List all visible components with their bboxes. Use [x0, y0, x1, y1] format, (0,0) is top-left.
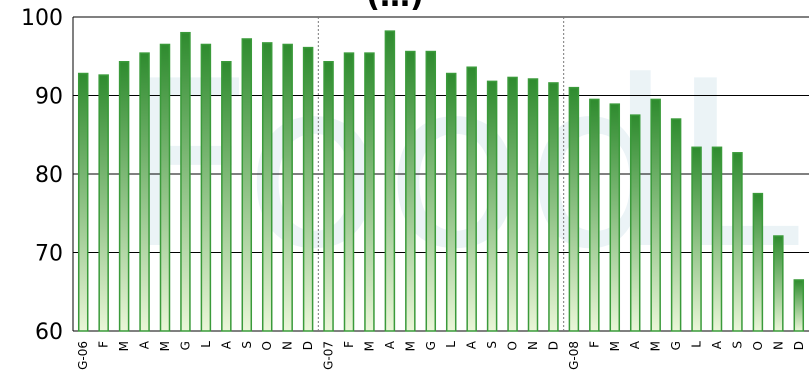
x-tick-label: A — [710, 340, 724, 349]
bar — [732, 152, 743, 332]
bar — [691, 146, 702, 332]
bar — [405, 50, 416, 332]
bar — [466, 66, 477, 332]
y-tick-label: 100 — [21, 6, 63, 31]
x-tick-label: M — [117, 341, 131, 351]
x-tick-label: O — [751, 341, 765, 350]
bar — [670, 118, 682, 332]
y-axis-ticks: 60 70 80 90 100 — [21, 6, 63, 345]
x-tick-label: M — [403, 341, 417, 351]
y-tick-label: 80 — [35, 163, 63, 188]
x-tick-label: S — [730, 341, 744, 349]
x-tick-label: G-08 — [567, 341, 581, 370]
x-tick-label: G-07 — [322, 341, 336, 370]
x-tick-label: D — [792, 341, 806, 350]
bar — [507, 76, 518, 332]
bar — [589, 98, 600, 332]
x-tick-label: M — [649, 341, 663, 351]
bar — [773, 235, 784, 332]
x-tick-label: G — [669, 341, 683, 350]
bar — [261, 42, 273, 332]
x-tick-label: S — [240, 341, 254, 349]
bar — [139, 52, 150, 332]
bar — [793, 279, 805, 332]
x-tick-label: A — [138, 340, 152, 349]
x-tick-label: G — [424, 341, 438, 350]
bar — [609, 103, 621, 332]
bar — [568, 86, 580, 332]
x-tick-label: N — [281, 341, 295, 350]
bar — [711, 146, 723, 332]
x-tick-label: L — [690, 341, 704, 348]
bar — [118, 60, 130, 332]
bar — [180, 31, 191, 332]
x-tick-label: D — [301, 341, 315, 350]
bars-group — [77, 30, 805, 332]
x-tick-label: A — [383, 340, 397, 349]
x-tick-label: G-06 — [76, 341, 90, 370]
bar — [343, 52, 355, 332]
bar — [323, 60, 334, 332]
bar — [364, 52, 375, 332]
bar — [486, 80, 498, 332]
x-tick-label: M — [608, 341, 622, 351]
x-tick-label: F — [587, 341, 601, 348]
x-tick-label: L — [199, 341, 213, 348]
x-tick-label: A — [465, 340, 479, 349]
bar — [77, 72, 89, 332]
y-tick-label: 60 — [35, 320, 63, 345]
x-tick-label: D — [546, 341, 560, 350]
bar — [302, 46, 314, 332]
x-tick-label: G — [178, 341, 192, 350]
x-tick-label: S — [485, 341, 499, 349]
x-tick-label: F — [97, 341, 111, 348]
bar — [98, 74, 109, 332]
x-tick-label: N — [771, 341, 785, 350]
bar — [241, 38, 253, 332]
gridlines — [72, 16, 809, 332]
y-tick-label: 90 — [35, 85, 63, 110]
bar — [527, 78, 539, 332]
x-tick-label: O — [506, 341, 520, 350]
bar — [650, 98, 661, 332]
bar — [282, 43, 293, 332]
bar — [445, 72, 457, 332]
bar — [221, 60, 232, 332]
x-tick-label: N — [526, 341, 540, 350]
x-tick-label: M — [362, 341, 376, 351]
y-tick-label: 70 — [35, 242, 63, 267]
x-tick-label: O — [260, 341, 274, 350]
bar — [425, 50, 437, 332]
x-tick-label: A — [219, 340, 233, 349]
bar — [629, 114, 641, 332]
x-tick-label: F — [342, 341, 356, 348]
bar — [752, 192, 764, 332]
bar — [548, 82, 559, 332]
x-tick-label: L — [444, 341, 458, 348]
x-tick-label: M — [158, 341, 172, 351]
x-axis-ticks: G-06 F M A M G L A S O N D G-07 F M A M G L A S O N D G-08 F M A M G L… — [76, 340, 806, 370]
bar — [200, 43, 212, 332]
bar — [159, 43, 171, 332]
chart-title: (…) — [366, 0, 423, 14]
x-tick-label: A — [628, 340, 642, 349]
bar — [384, 30, 396, 332]
